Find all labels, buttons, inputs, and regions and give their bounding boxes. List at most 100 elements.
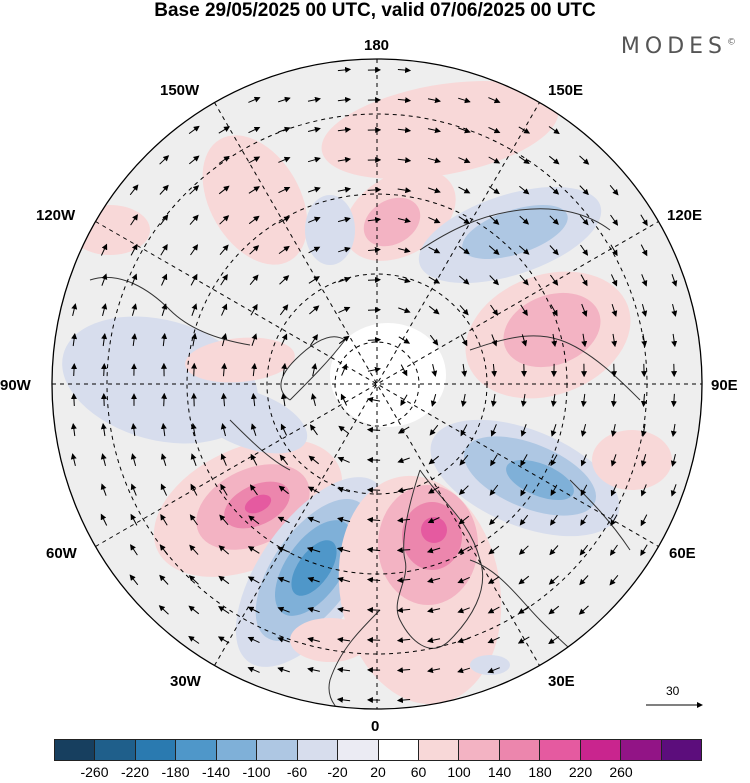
wind-vector	[488, 186, 500, 195]
wind-vector	[337, 576, 351, 583]
wind-vector	[518, 575, 530, 585]
wind-vector	[130, 544, 138, 556]
wind-vector	[550, 304, 558, 317]
wind-vector	[250, 303, 258, 316]
wind-vector	[309, 424, 318, 436]
anomaly-patch	[470, 655, 510, 675]
wind-vector	[70, 423, 77, 437]
wind-vector	[71, 333, 78, 347]
wind-vector	[337, 456, 350, 463]
wind-vector	[100, 423, 107, 437]
wind-vector	[490, 393, 497, 407]
wind-vector	[367, 216, 382, 223]
wind-vector	[129, 574, 139, 586]
wind-vector	[487, 636, 500, 644]
wind-vector	[248, 515, 260, 525]
wind-vector	[188, 155, 200, 165]
wind-vector	[159, 544, 169, 556]
wind-vector	[397, 457, 410, 464]
wind-vector	[397, 426, 410, 434]
wind-vector	[338, 335, 350, 345]
wind-vector	[308, 276, 320, 284]
wind-vector	[519, 274, 529, 286]
wind-vector	[220, 274, 228, 286]
wind-vector	[458, 97, 471, 104]
wind-vector	[368, 246, 381, 253]
wind-vector	[671, 333, 678, 348]
wind-vector	[159, 184, 169, 195]
wind-vector	[489, 484, 499, 496]
wind-vector	[307, 606, 320, 613]
wind-vector	[160, 422, 167, 437]
wind-vector	[130, 214, 138, 226]
wind-vector	[520, 304, 528, 316]
wind-vector	[671, 303, 678, 317]
graticule	[52, 59, 702, 709]
chart-title: Base 29/05/2025 00 UTC, valid 07/06/2025…	[154, 0, 596, 21]
brand-name: MODES	[620, 34, 727, 59]
wind-vector	[366, 546, 381, 553]
wind-vector	[248, 96, 261, 103]
wind-vector	[518, 156, 530, 164]
wind-vector	[190, 244, 199, 256]
wind-vector	[218, 606, 230, 614]
wind-vector	[578, 605, 589, 615]
wind-vector	[490, 454, 498, 467]
modes-logo: MODES©	[621, 34, 736, 59]
wind-vector	[130, 423, 137, 437]
wind-vector	[158, 605, 169, 615]
wind-vector	[367, 366, 381, 373]
colorbar-swatch	[95, 740, 136, 760]
wind-vector	[278, 156, 291, 163]
wind-vector	[396, 667, 411, 674]
wind-vector	[248, 215, 260, 225]
wind-vector	[247, 606, 260, 614]
wind-vector	[518, 126, 531, 134]
wind-vector	[490, 304, 499, 316]
anomaly-east-asia-positive	[465, 271, 672, 490]
lon-label-60w: 60W	[46, 545, 77, 562]
wind-vector	[581, 303, 588, 317]
wind-vector	[70, 453, 77, 467]
wind-vector	[277, 546, 290, 553]
colorbar-swatch	[418, 740, 460, 760]
wind-vector	[220, 392, 227, 407]
wind-vector	[427, 97, 441, 104]
wind-vector	[161, 392, 168, 407]
wind-vector	[521, 334, 528, 347]
reference-vector-label: 30	[666, 684, 680, 698]
wind-vector	[640, 454, 647, 467]
wind-vector	[397, 487, 410, 494]
wind-vector	[250, 453, 258, 466]
wind-vector	[427, 637, 441, 644]
wind-vector	[367, 186, 382, 193]
colorbar-swatch	[378, 740, 419, 760]
wind-vector	[611, 333, 618, 348]
wind-vector	[130, 453, 137, 467]
wind-vector	[460, 393, 467, 407]
wind-vector	[220, 423, 227, 437]
wind-vector	[280, 392, 287, 407]
wind-vector	[640, 484, 647, 497]
wind-vector	[579, 155, 590, 165]
wind-vector	[428, 246, 441, 254]
wind-vector	[337, 516, 351, 523]
lon-label-150w: 150W	[160, 82, 200, 99]
wind-vector	[579, 544, 589, 556]
colorbar-swatch	[297, 740, 339, 760]
wind-vector	[460, 424, 468, 437]
wind-vector	[458, 216, 471, 224]
wind-vector	[489, 215, 500, 225]
wind-vector	[278, 96, 291, 103]
colorbar-tick-label: 180	[528, 764, 552, 780]
wind-vector	[548, 126, 560, 135]
wind-vector	[519, 215, 530, 225]
wind-vector	[307, 576, 320, 583]
colorbar-tick-label: 60	[410, 764, 427, 780]
wind-vector	[461, 363, 468, 377]
wind-vector	[249, 245, 260, 255]
wind-vector	[400, 394, 408, 407]
wind-vector	[279, 304, 289, 316]
wind-vector	[337, 156, 352, 163]
wind-vector	[307, 516, 320, 523]
